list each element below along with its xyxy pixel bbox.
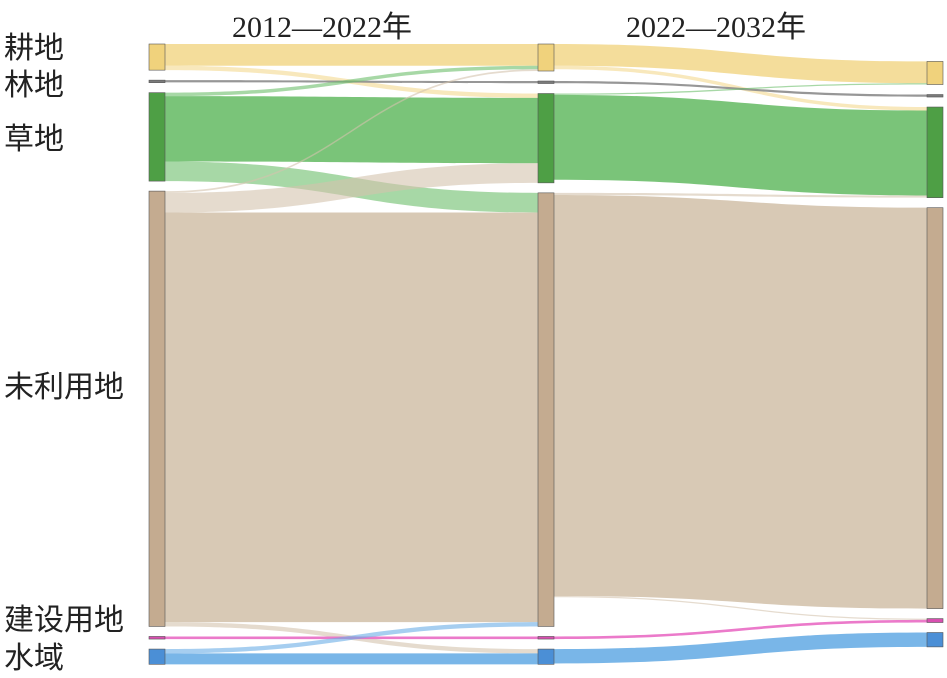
period-label-2022-2032: 2022—2032年 bbox=[626, 11, 806, 44]
node-unused-2032 bbox=[926, 207, 944, 609]
label-forest: 林地 bbox=[4, 68, 64, 103]
flow-unused-to-cultivated-stage-0 bbox=[165, 69, 538, 193]
node-forest-2032 bbox=[926, 94, 944, 98]
label-water: 水域 bbox=[4, 641, 64, 676]
label-cultivated: 耕地 bbox=[4, 31, 64, 66]
flow-unused-to-construction-stage-1 bbox=[554, 595, 927, 620]
flow-unused-to-grassland-stage-0 bbox=[165, 163, 538, 213]
node-construction-2022 bbox=[537, 636, 555, 640]
flow-grassland-to-cultivated-stage-0 bbox=[165, 65, 538, 97]
node-grassland-2012 bbox=[148, 92, 166, 182]
node-unused-2022 bbox=[537, 192, 555, 627]
flow-cultivated-to-cultivated-stage-1 bbox=[554, 44, 927, 84]
node-grassland-2032 bbox=[926, 106, 944, 198]
flow-unused-to-unused-stage-1 bbox=[554, 195, 927, 609]
node-grassland-2022 bbox=[537, 93, 555, 184]
node-cultivated-2012 bbox=[148, 43, 166, 71]
node-forest-2022 bbox=[537, 80, 555, 84]
flow-construction-to-construction-stage-1 bbox=[554, 619, 927, 640]
flow-unused-to-unused-stage-0 bbox=[165, 212, 538, 623]
flow-grassland-to-grassland-stage-0 bbox=[165, 96, 538, 164]
node-forest-2012 bbox=[148, 79, 166, 83]
node-water-2022 bbox=[537, 648, 555, 665]
flow-cultivated-to-cultivated-stage-0 bbox=[165, 44, 538, 66]
flow-water-to-water-stage-1 bbox=[554, 632, 927, 664]
label-grassland: 草地 bbox=[4, 122, 64, 157]
flow-grassland-to-grassland-stage-1 bbox=[554, 94, 927, 196]
period-label-2012-2022: 2012—2022年 bbox=[232, 11, 412, 44]
node-construction-2032 bbox=[926, 618, 944, 623]
node-cultivated-2032 bbox=[926, 61, 944, 85]
node-unused-2012 bbox=[148, 190, 166, 627]
label-unused: 未利用地 bbox=[4, 370, 124, 405]
node-water-2032 bbox=[926, 632, 944, 648]
node-construction-2012 bbox=[148, 636, 166, 640]
flow-water-to-water-stage-0 bbox=[165, 653, 538, 665]
flow-grassland-to-cultivated-stage-1 bbox=[554, 83, 927, 95]
flow-links bbox=[165, 44, 927, 665]
node-cultivated-2022 bbox=[537, 43, 555, 72]
flow-unused-to-grassland-stage-1 bbox=[554, 192, 927, 198]
stage-nodes bbox=[148, 43, 944, 665]
flow-water-to-unused-stage-0 bbox=[165, 622, 538, 654]
node-water-2012 bbox=[148, 648, 166, 665]
label-construction: 建设用地 bbox=[4, 603, 124, 638]
